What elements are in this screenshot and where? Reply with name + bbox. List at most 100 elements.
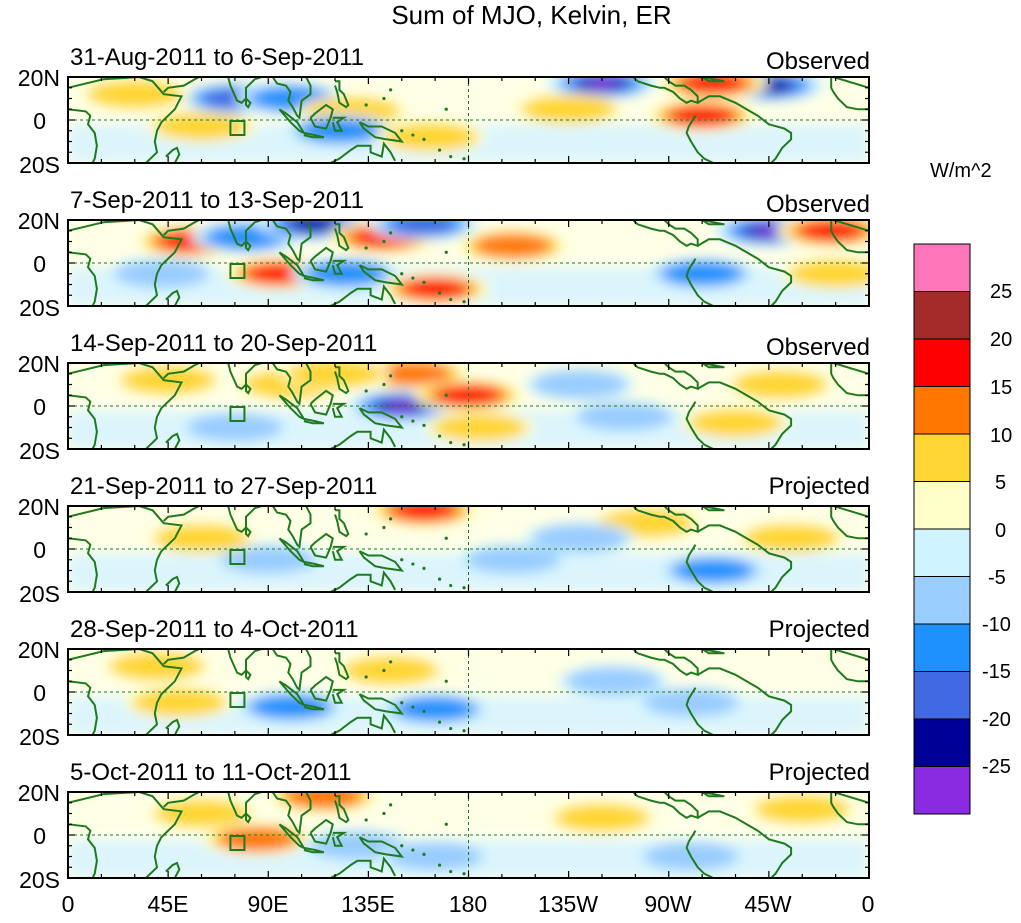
colorbar-swatch xyxy=(913,718,971,767)
island xyxy=(422,423,426,427)
coastline xyxy=(245,383,252,395)
island xyxy=(422,852,426,856)
coastline xyxy=(271,792,312,836)
anomaly-contour xyxy=(555,804,649,832)
coastline xyxy=(309,246,334,273)
map-panel xyxy=(67,362,870,450)
y-label-20s: 20S xyxy=(19,438,60,464)
coastline xyxy=(219,649,262,677)
x-label-45e: 45E xyxy=(147,891,189,917)
coastline xyxy=(830,506,869,540)
x-label-0-end: 0 xyxy=(861,891,875,917)
island xyxy=(422,137,426,141)
coastline xyxy=(697,381,793,449)
colorbar-swatch xyxy=(913,291,971,340)
coastline xyxy=(830,649,869,683)
map-panel xyxy=(67,76,870,164)
coastline xyxy=(701,649,725,655)
island xyxy=(364,532,368,536)
map-panel xyxy=(67,648,870,736)
anomaly-contour xyxy=(521,95,616,124)
coastline xyxy=(358,836,405,858)
anomaly-contour xyxy=(154,524,249,553)
coastline xyxy=(245,669,252,681)
map-panel xyxy=(67,505,870,593)
coastline xyxy=(219,506,262,534)
anomaly-contour xyxy=(154,112,249,141)
anomaly-contour xyxy=(532,524,627,553)
coastline xyxy=(68,394,98,449)
coastline xyxy=(833,77,869,89)
coastline xyxy=(632,649,699,677)
anomaly-contour xyxy=(532,370,627,399)
coastline xyxy=(334,80,350,109)
anomaly-contour xyxy=(474,234,552,258)
colorbar-swatch xyxy=(913,766,971,815)
colorbar-swatch xyxy=(913,338,971,387)
island xyxy=(462,157,466,161)
island xyxy=(389,88,393,92)
coastline xyxy=(303,560,325,568)
coastline xyxy=(334,795,350,824)
y-label-0: 0 xyxy=(33,823,46,849)
anomaly-contour xyxy=(114,259,209,288)
x-label-135w: 135W xyxy=(537,891,599,917)
coastline xyxy=(632,77,699,105)
island xyxy=(411,848,415,852)
map-panel xyxy=(67,219,870,307)
anomaly-contour xyxy=(393,506,455,520)
island xyxy=(462,300,466,304)
coastline xyxy=(219,77,262,104)
coastline xyxy=(331,831,348,847)
anomaly-contour xyxy=(251,695,330,719)
coastline xyxy=(165,718,181,735)
island xyxy=(444,107,448,111)
y-label-0: 0 xyxy=(33,680,46,706)
coastlines xyxy=(68,649,869,735)
coastline xyxy=(334,509,350,538)
island xyxy=(444,250,448,254)
island xyxy=(411,562,415,566)
island xyxy=(437,720,442,724)
colorbar-swatch xyxy=(913,433,971,482)
anomaly-contour xyxy=(671,106,734,126)
y-label-0: 0 xyxy=(33,394,46,420)
anomaly-contour xyxy=(466,545,560,574)
coastline xyxy=(245,526,252,538)
island xyxy=(462,872,466,876)
panel-6-status: Projected xyxy=(768,759,870,786)
anomaly-contour xyxy=(788,259,869,288)
island xyxy=(449,297,453,302)
coastline xyxy=(245,97,252,109)
coastline xyxy=(833,220,869,232)
island xyxy=(449,869,453,874)
coastline xyxy=(331,259,348,275)
coastlines xyxy=(68,220,869,306)
coastline xyxy=(833,649,869,661)
island xyxy=(411,705,415,709)
coastline xyxy=(685,115,714,163)
anomaly-contour xyxy=(663,262,742,286)
coastline xyxy=(697,667,793,735)
x-label-135e: 135E xyxy=(341,891,395,917)
y-label-20n: 20N xyxy=(17,65,60,91)
island xyxy=(449,440,453,445)
island xyxy=(382,811,386,816)
panel-4-date: 21-Sep-2011 to 27-Sep-2011 xyxy=(70,473,378,500)
coastline xyxy=(358,264,405,286)
anomaly-contour xyxy=(218,827,297,851)
island xyxy=(364,103,368,107)
colorbar-label: 5 xyxy=(995,472,1007,494)
island xyxy=(400,558,404,562)
region-box xyxy=(229,549,246,565)
y-label-20n: 20N xyxy=(17,351,60,377)
island xyxy=(444,679,448,683)
panel-2-date: 7-Sep-2011 to 13-Sep-2011 xyxy=(70,187,364,214)
coastline xyxy=(334,223,350,252)
island xyxy=(422,709,426,713)
island xyxy=(389,517,393,521)
coastline xyxy=(331,402,348,418)
panel-5-date: 28-Sep-2011 to 4-Oct-2011 xyxy=(70,616,359,643)
colorbar-swatch xyxy=(913,623,971,672)
